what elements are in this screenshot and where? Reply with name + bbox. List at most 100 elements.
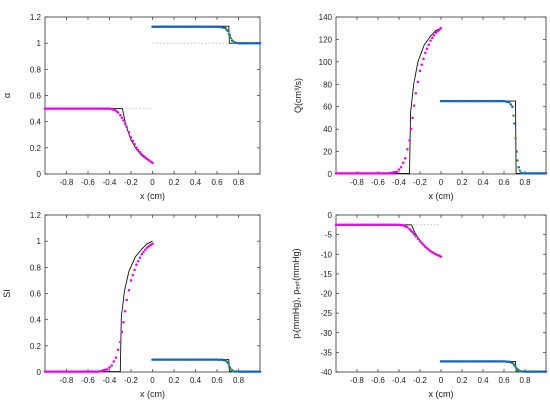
y-tick-label: 1 — [37, 39, 42, 48]
x-tick-label: 0 — [439, 178, 444, 187]
data-point — [160, 358, 163, 361]
y-tick-label: 0 — [328, 211, 333, 220]
data-point — [457, 99, 460, 103]
data-point — [49, 107, 52, 110]
data-point — [58, 107, 61, 110]
data-point — [208, 25, 212, 29]
data-point — [188, 25, 192, 29]
data-point — [412, 232, 416, 236]
data-point — [521, 171, 525, 175]
data-point — [446, 360, 450, 363]
data-point — [457, 360, 460, 363]
data-point — [52, 107, 56, 110]
data-point — [197, 25, 201, 29]
data-point — [514, 136, 517, 140]
data-point — [527, 172, 530, 175]
data-point — [151, 358, 154, 361]
data-point — [140, 153, 144, 156]
data-point — [237, 41, 240, 45]
data-point — [348, 172, 352, 175]
y-tick-label: 40 — [323, 125, 332, 134]
x-tick-label: 0.4 — [190, 178, 202, 187]
data-point — [225, 28, 228, 32]
data-point — [120, 330, 124, 334]
data-point — [138, 150, 142, 154]
data-point — [227, 364, 230, 367]
data-point — [471, 360, 474, 363]
data-point — [158, 358, 161, 361]
data-point — [133, 268, 136, 272]
data-point — [366, 223, 369, 227]
data-point — [511, 105, 514, 108]
reference-line — [152, 25, 260, 44]
data-point — [119, 113, 122, 117]
data-point — [406, 148, 409, 151]
data-point — [112, 360, 116, 363]
data-point — [201, 358, 204, 361]
x-tick-label: -0.8 — [60, 178, 74, 187]
x-tick-label: 0.8 — [233, 178, 245, 187]
data-point — [427, 43, 431, 46]
data-point — [411, 116, 414, 120]
y-tick-label: 60 — [323, 103, 332, 112]
x-tick-label: 0.4 — [477, 376, 489, 385]
data-point — [74, 370, 77, 373]
data-point — [541, 370, 544, 373]
data-point — [59, 107, 63, 110]
data-point — [142, 154, 145, 158]
data-point — [131, 273, 135, 277]
data-point — [102, 107, 106, 110]
data-point — [188, 358, 192, 361]
data-point — [369, 172, 373, 175]
x-tick-label: 0.8 — [233, 376, 245, 385]
data-point — [338, 223, 341, 227]
data-point — [408, 139, 411, 142]
data-point — [443, 99, 446, 103]
data-point — [83, 107, 86, 110]
data-point — [541, 172, 544, 175]
x-tick-label: -0.6 — [81, 178, 95, 187]
data-point — [235, 370, 238, 373]
data-point — [523, 172, 527, 175]
data-point — [434, 31, 438, 34]
data-point — [136, 148, 140, 152]
data-point — [362, 172, 366, 175]
data-point — [147, 159, 151, 162]
data-point — [334, 172, 338, 175]
data-point — [359, 223, 362, 227]
data-point — [341, 223, 345, 227]
data-point — [43, 107, 47, 110]
data-point — [185, 25, 188, 29]
data-point — [256, 370, 260, 373]
y-tick-label: 1.2 — [30, 13, 42, 22]
y-tick-label: -20 — [320, 290, 332, 299]
data-point — [133, 143, 136, 146]
data-point — [149, 160, 152, 163]
data-point — [86, 370, 90, 373]
data-point — [488, 99, 492, 103]
data-point — [240, 41, 244, 45]
data-point — [167, 25, 170, 29]
data-point — [439, 99, 443, 103]
x-tick-label: -0.6 — [371, 376, 385, 385]
plot-frame — [335, 214, 547, 373]
data-point — [509, 103, 513, 106]
data-point — [79, 370, 83, 373]
data-point — [502, 360, 506, 363]
data-point — [50, 370, 54, 373]
data-point — [58, 370, 61, 373]
data-point — [169, 358, 172, 361]
data-point — [144, 156, 147, 159]
data-point — [253, 370, 256, 373]
data-point — [125, 298, 128, 302]
data-point — [45, 107, 49, 110]
x-tick-label: 0.8 — [519, 376, 531, 385]
data-point — [481, 99, 485, 103]
data-point — [61, 370, 65, 373]
data-point — [210, 25, 213, 29]
data-point — [474, 99, 478, 103]
x-tick-label: -0.4 — [392, 376, 406, 385]
reference-line — [336, 27, 442, 174]
data-point — [52, 370, 56, 373]
data-point — [131, 139, 135, 143]
